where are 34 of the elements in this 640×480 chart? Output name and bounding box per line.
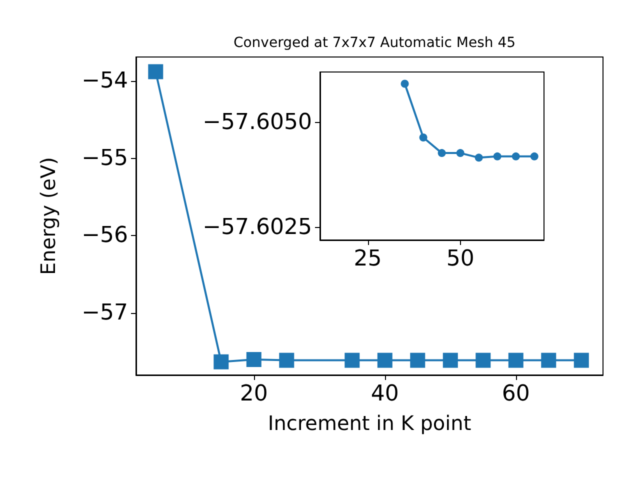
y-tick-label: −56 — [82, 223, 128, 248]
chart-title: Converged at 7x7x7 Automatic Mesh 45 — [233, 35, 516, 51]
point — [508, 352, 524, 368]
point — [344, 352, 360, 368]
point — [512, 152, 520, 160]
point — [541, 352, 556, 368]
point — [574, 352, 589, 368]
point — [493, 152, 502, 160]
point — [442, 352, 458, 368]
point — [377, 352, 392, 368]
point — [214, 354, 229, 370]
y-tick-label: −54 — [82, 68, 128, 94]
point — [410, 352, 426, 368]
point — [530, 152, 538, 160]
point — [419, 134, 428, 142]
x-tick-label: 20 — [240, 382, 268, 406]
point — [456, 149, 464, 158]
point — [474, 154, 483, 162]
point — [438, 149, 446, 158]
x-tick-label: 60 — [502, 382, 530, 406]
point — [246, 352, 262, 368]
x-tick-label: 40 — [370, 382, 399, 406]
point — [148, 64, 164, 80]
point — [279, 352, 294, 368]
point — [476, 352, 491, 368]
point — [400, 80, 409, 88]
x-tick-label: 25 — [354, 246, 382, 272]
x-axis-title: Increment in K point — [268, 411, 472, 435]
y-tick-label: −57.6050 — [202, 110, 312, 135]
y-tick-label: −57.6025 — [202, 214, 312, 240]
y-tick-label: −55 — [82, 146, 128, 171]
y-tick-label: −57 — [82, 300, 128, 326]
x-tick-label: 50 — [446, 246, 474, 272]
y-axis-title: Energy (eV) — [36, 157, 60, 275]
